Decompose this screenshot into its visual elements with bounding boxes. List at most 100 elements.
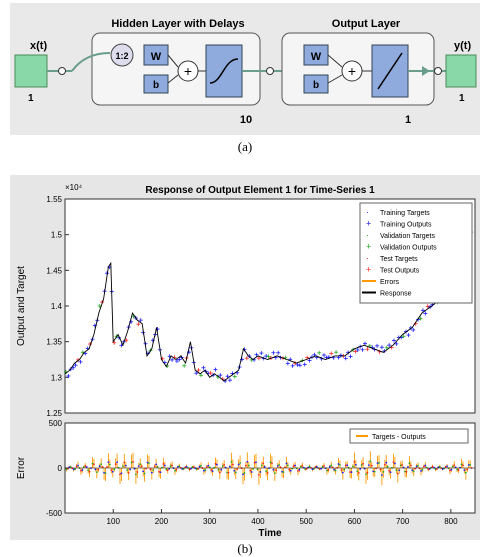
error-marker (450, 468, 453, 471)
error-marker (394, 462, 396, 465)
error-legend-label: Targets - Outputs (372, 434, 426, 441)
xtick-label: 300 (203, 517, 217, 526)
legend-symbol: · (366, 230, 369, 240)
error-marker (405, 470, 408, 473)
error-marker (356, 470, 359, 473)
error-marker (285, 462, 288, 465)
error-marker (467, 464, 470, 466)
error-marker (281, 470, 283, 473)
error-marker (453, 464, 456, 467)
error-marker (326, 469, 328, 472)
xtick-label: 400 (251, 517, 265, 526)
legend-label: Response (380, 291, 412, 298)
error-marker (249, 469, 252, 472)
error-marker (84, 465, 87, 467)
error-marker (422, 465, 425, 468)
error-marker (217, 468, 220, 471)
error-ytick-label: 0 (58, 464, 63, 473)
error-marker (269, 461, 272, 464)
ytick-label: 1.35 (46, 338, 62, 347)
error-marker (294, 464, 296, 467)
output-dim: 1 (459, 93, 465, 104)
legend-label: Training Targets (380, 210, 430, 217)
error-marker (272, 468, 275, 471)
error-marker (101, 466, 104, 469)
error-marker (266, 472, 269, 474)
error-marker (337, 463, 340, 465)
error-marker (427, 468, 430, 471)
error-marker (421, 468, 424, 471)
xtick-label: 700 (396, 517, 410, 526)
error-marker (143, 472, 146, 475)
error-marker (339, 464, 341, 466)
hidden-weight-label: W (151, 51, 162, 63)
error-marker (91, 462, 94, 465)
error-marker (288, 468, 291, 471)
error-marker (175, 468, 178, 471)
error-marker (362, 462, 364, 465)
error-marker (404, 470, 406, 473)
error-marker (370, 464, 373, 467)
error-marker (139, 463, 142, 466)
error-marker (191, 466, 194, 469)
error-marker (282, 471, 285, 473)
error-marker (392, 461, 395, 464)
error-marker (286, 464, 289, 467)
error-marker (234, 471, 237, 474)
error-marker (298, 468, 301, 471)
error-marker (116, 461, 118, 464)
error-marker (273, 472, 276, 475)
error-marker (346, 464, 349, 467)
error-marker (188, 468, 191, 471)
error-marker (352, 465, 354, 468)
error-marker (441, 468, 444, 470)
error-marker (420, 470, 422, 472)
chart-title: Response of Output Element 1 for Time-Se… (145, 185, 375, 196)
ytick-label: 1.5 (51, 231, 63, 240)
error-marker (211, 470, 214, 472)
error-marker (192, 466, 195, 468)
hidden-layer-title: Hidden Layer with Delays (111, 18, 244, 30)
error-marker (81, 469, 84, 471)
response-legend: · Training Targets + Training Outputs · Valid… (359, 202, 473, 304)
error-marker (359, 468, 362, 470)
error-marker (415, 465, 418, 468)
error-marker (195, 468, 198, 471)
error-marker (376, 462, 379, 465)
error-marker (435, 468, 438, 470)
ytick-label: 1.3 (51, 373, 63, 382)
error-marker (383, 463, 386, 466)
legend-label: Test Targets (380, 256, 418, 263)
error-marker (182, 467, 185, 470)
error-marker (373, 470, 376, 473)
error-marker (185, 465, 188, 468)
error-marker (412, 470, 415, 473)
error-marker (168, 467, 171, 470)
error-marker (278, 463, 281, 466)
output-bias-block (303, 74, 329, 94)
linear-icon (377, 52, 403, 90)
ytick-label: 1.4 (51, 302, 63, 311)
output-arrow-icon (422, 66, 430, 76)
error-marker (148, 462, 150, 465)
error-marker (121, 465, 124, 468)
error-ytick-label: 500 (49, 419, 63, 428)
hidden-b-sum-wire (167, 74, 179, 84)
error-marker (353, 460, 356, 463)
error-marker (276, 465, 279, 467)
error-marker (75, 465, 78, 468)
error-marker (149, 468, 152, 471)
error-marker (434, 468, 437, 471)
error-marker (153, 465, 156, 468)
error-marker (120, 472, 123, 475)
error-marker (210, 469, 213, 471)
legend-symbol: + (366, 219, 371, 229)
error-marker (162, 463, 165, 465)
error-marker (433, 466, 435, 469)
error-marker (386, 465, 389, 468)
legend-label: Test Outputs (380, 268, 420, 275)
error-marker (165, 468, 168, 471)
error-marker (220, 468, 223, 471)
ytick-label: 1.55 (46, 195, 62, 204)
error-marker (123, 461, 126, 464)
